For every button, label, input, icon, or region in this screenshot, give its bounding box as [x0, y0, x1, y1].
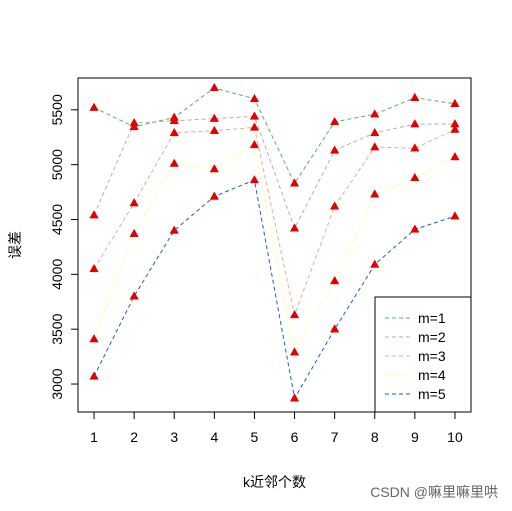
data-point	[89, 371, 99, 380]
legend: m=1 m=2 m=3 m=4 m=5	[374, 296, 472, 413]
data-point	[330, 275, 340, 285]
data-point	[89, 210, 99, 219]
data-point	[209, 82, 219, 92]
data-point	[370, 189, 380, 198]
data-point	[89, 263, 99, 273]
y-tick-label: 3000	[49, 368, 65, 399]
legend-label: m=5	[418, 386, 446, 402]
data-point	[370, 127, 380, 137]
data-point	[249, 174, 260, 184]
series-lines	[93, 87, 456, 400]
y-tick-label: 5000	[49, 149, 65, 180]
data-point	[249, 122, 260, 131]
series-markers	[89, 82, 460, 402]
legend-box	[374, 296, 472, 413]
data-point	[169, 158, 179, 167]
data-point	[330, 324, 340, 333]
y-axis-title: 误差	[7, 231, 23, 259]
data-point	[249, 139, 260, 149]
data-point	[209, 191, 219, 200]
data-point	[410, 92, 420, 101]
legend-label: m=3	[418, 348, 446, 364]
data-point	[289, 178, 300, 187]
data-point	[289, 393, 300, 402]
plot-frame	[77, 77, 472, 413]
x-axis: 1 2 3 4 5 6 7 8 9 10	[90, 412, 463, 445]
data-point	[89, 334, 99, 343]
x-axis-title: k近邻个数	[243, 474, 306, 490]
series-line-4	[93, 144, 456, 354]
data-point	[370, 109, 380, 118]
data-point	[330, 201, 340, 210]
data-point	[209, 113, 219, 122]
x-tick-label: 10	[447, 429, 463, 445]
series-line-1	[93, 87, 456, 185]
data-point	[410, 119, 420, 128]
data-point	[410, 143, 420, 152]
series-line-3	[93, 126, 456, 317]
y-tick-label: 4500	[49, 204, 65, 235]
y-tick-label: 5500	[49, 94, 65, 125]
data-point	[289, 347, 300, 356]
data-point	[450, 124, 460, 133]
data-point	[129, 228, 139, 238]
data-point	[450, 211, 460, 220]
data-point	[169, 225, 179, 234]
legend-label: m=2	[418, 329, 446, 345]
data-point	[129, 291, 139, 300]
x-tick-label: 1	[90, 429, 98, 445]
x-tick-label: 9	[411, 429, 419, 445]
series-line-2	[93, 115, 455, 230]
x-tick-label: 6	[291, 429, 299, 445]
x-tick-label: 7	[331, 429, 339, 445]
data-point	[370, 142, 380, 151]
x-tick-label: 2	[130, 429, 138, 445]
data-point	[450, 151, 460, 161]
x-tick-label: 4	[210, 429, 218, 445]
x-tick-label: 8	[371, 429, 379, 445]
y-tick-label: 3500	[49, 313, 65, 344]
x-tick-label: 3	[170, 429, 178, 445]
data-point	[289, 309, 300, 319]
data-point	[209, 125, 219, 134]
watermark: CSDN @嘛里嘛里哄	[370, 484, 498, 500]
data-point	[249, 111, 260, 120]
data-point	[209, 164, 219, 173]
data-point	[450, 98, 460, 108]
y-tick-label: 4000	[49, 259, 65, 290]
y-axis: 3000 3500 4000 4500 5000 5500	[49, 94, 78, 400]
data-point	[330, 116, 340, 126]
legend-label: m=4	[418, 367, 446, 383]
data-point	[370, 259, 380, 268]
data-point	[169, 115, 179, 125]
x-tick-label: 5	[251, 429, 259, 445]
series-line-5	[93, 179, 456, 400]
data-point	[249, 93, 260, 103]
data-point	[410, 224, 420, 233]
data-point	[330, 145, 340, 154]
data-point	[169, 127, 179, 137]
data-point	[410, 172, 420, 182]
data-point	[129, 198, 139, 207]
data-point	[89, 102, 99, 111]
data-point	[129, 117, 139, 127]
data-point	[289, 223, 300, 232]
legend-label: m=1	[418, 310, 446, 326]
